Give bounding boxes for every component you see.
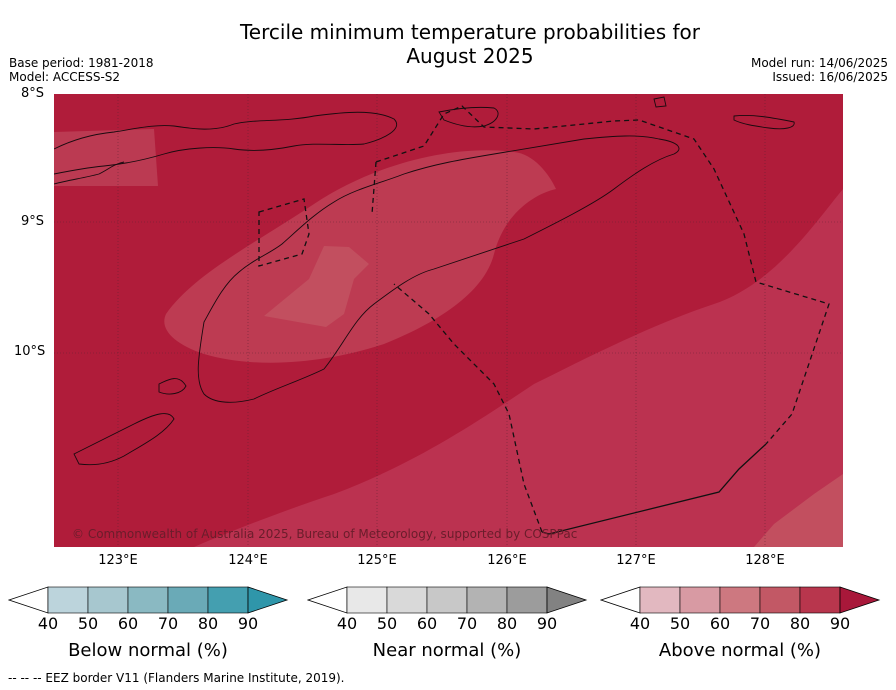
tick: 60 — [416, 614, 438, 633]
colorbar-segment — [639, 586, 681, 614]
model-name: Model: ACCESS-S2 — [9, 70, 121, 84]
zone-above-80-west — [54, 129, 158, 186]
colorbar-segment — [87, 586, 129, 614]
tick: 40 — [37, 614, 59, 633]
alor-chain — [54, 111, 397, 175]
colorbar-segment — [386, 586, 428, 614]
zone-above-70-timor — [264, 246, 369, 327]
tick: 60 — [709, 614, 731, 633]
tick: 40 — [629, 614, 651, 633]
copyright-notice: © Commonwealth of Australia 2025, Bureau… — [72, 527, 578, 541]
colorbar-near-normal — [307, 586, 588, 614]
colorbar-segment — [759, 586, 801, 614]
colorbar-min-arrow — [307, 586, 348, 614]
colorbar-segment — [167, 586, 209, 614]
model-run: Model run: 14/06/2025 — [750, 56, 888, 70]
tick: 80 — [496, 614, 518, 633]
lat-label-10s: 10°S — [14, 344, 46, 359]
eez-footnote: -- -- -- EEZ border V11 (Flanders Marine… — [8, 671, 345, 685]
chart-title-line1: Tercile minimum temperature probabilitie… — [239, 20, 701, 44]
legend-label-near-normal: Near normal (%) — [372, 640, 522, 661]
colorbar-segment — [719, 586, 761, 614]
eez-border — [258, 105, 830, 535]
tick: 70 — [749, 614, 771, 633]
colorbar-segment — [207, 586, 249, 614]
lon-label-123e: 123°E — [98, 553, 138, 568]
babar-islands — [733, 115, 795, 130]
flores-coast — [54, 161, 125, 185]
colorbar-segment — [679, 586, 721, 614]
legend-label-below-normal: Below normal (%) — [68, 640, 228, 661]
colorbar-min-arrow — [8, 586, 49, 614]
colorbar-below-normal — [8, 586, 289, 614]
lat-label-8s: 8°S — [21, 86, 45, 101]
colorbar-segment — [799, 586, 841, 614]
tick: 50 — [77, 614, 99, 633]
colorbar-above-normal — [600, 586, 881, 614]
colorbar-segment — [426, 586, 468, 614]
lon-label-127e: 127°E — [616, 553, 656, 568]
tick: 90 — [536, 614, 558, 633]
tick: 90 — [237, 614, 259, 633]
tick: 70 — [157, 614, 179, 633]
coastlines — [54, 96, 795, 466]
colorbar-segment — [506, 586, 548, 614]
colorbar-max-arrow — [247, 586, 289, 614]
issued-date: Issued: 16/06/2025 — [772, 70, 888, 84]
tick: 80 — [197, 614, 219, 633]
colorbar-max-arrow — [546, 586, 588, 614]
tick: 80 — [789, 614, 811, 633]
rote-island — [158, 378, 187, 395]
sumba-coast — [73, 413, 175, 466]
lon-label-126e: 126°E — [487, 553, 527, 568]
zone-above-70-se — [754, 474, 843, 547]
base-period: Base period: 1981-2018 — [9, 56, 154, 70]
tick: 50 — [669, 614, 691, 633]
colorbar-segment — [47, 586, 89, 614]
timor-island — [197, 135, 680, 403]
tick: 70 — [456, 614, 478, 633]
tick: 60 — [117, 614, 139, 633]
wetar-island — [438, 106, 499, 128]
colorbar-segment — [127, 586, 169, 614]
tick: 90 — [829, 614, 851, 633]
colorbar-segment — [466, 586, 508, 614]
legend-label-above-normal: Above normal (%) — [658, 640, 822, 661]
tick: 50 — [376, 614, 398, 633]
lon-label-125e: 125°E — [357, 553, 397, 568]
probability-map — [54, 94, 843, 547]
lon-label-128e: 128°E — [745, 553, 785, 568]
colorbar-segment — [346, 586, 388, 614]
lat-label-9s: 9°S — [21, 214, 45, 229]
chart-title-line2: August 2025 — [406, 44, 534, 68]
gridlines — [54, 94, 843, 547]
colorbar-min-arrow — [600, 586, 641, 614]
small-island-1 — [653, 96, 667, 108]
zone-above-80-east — [194, 189, 843, 547]
lon-label-124e: 124°E — [228, 553, 268, 568]
tick: 40 — [336, 614, 358, 633]
colorbar-max-arrow — [839, 586, 881, 614]
